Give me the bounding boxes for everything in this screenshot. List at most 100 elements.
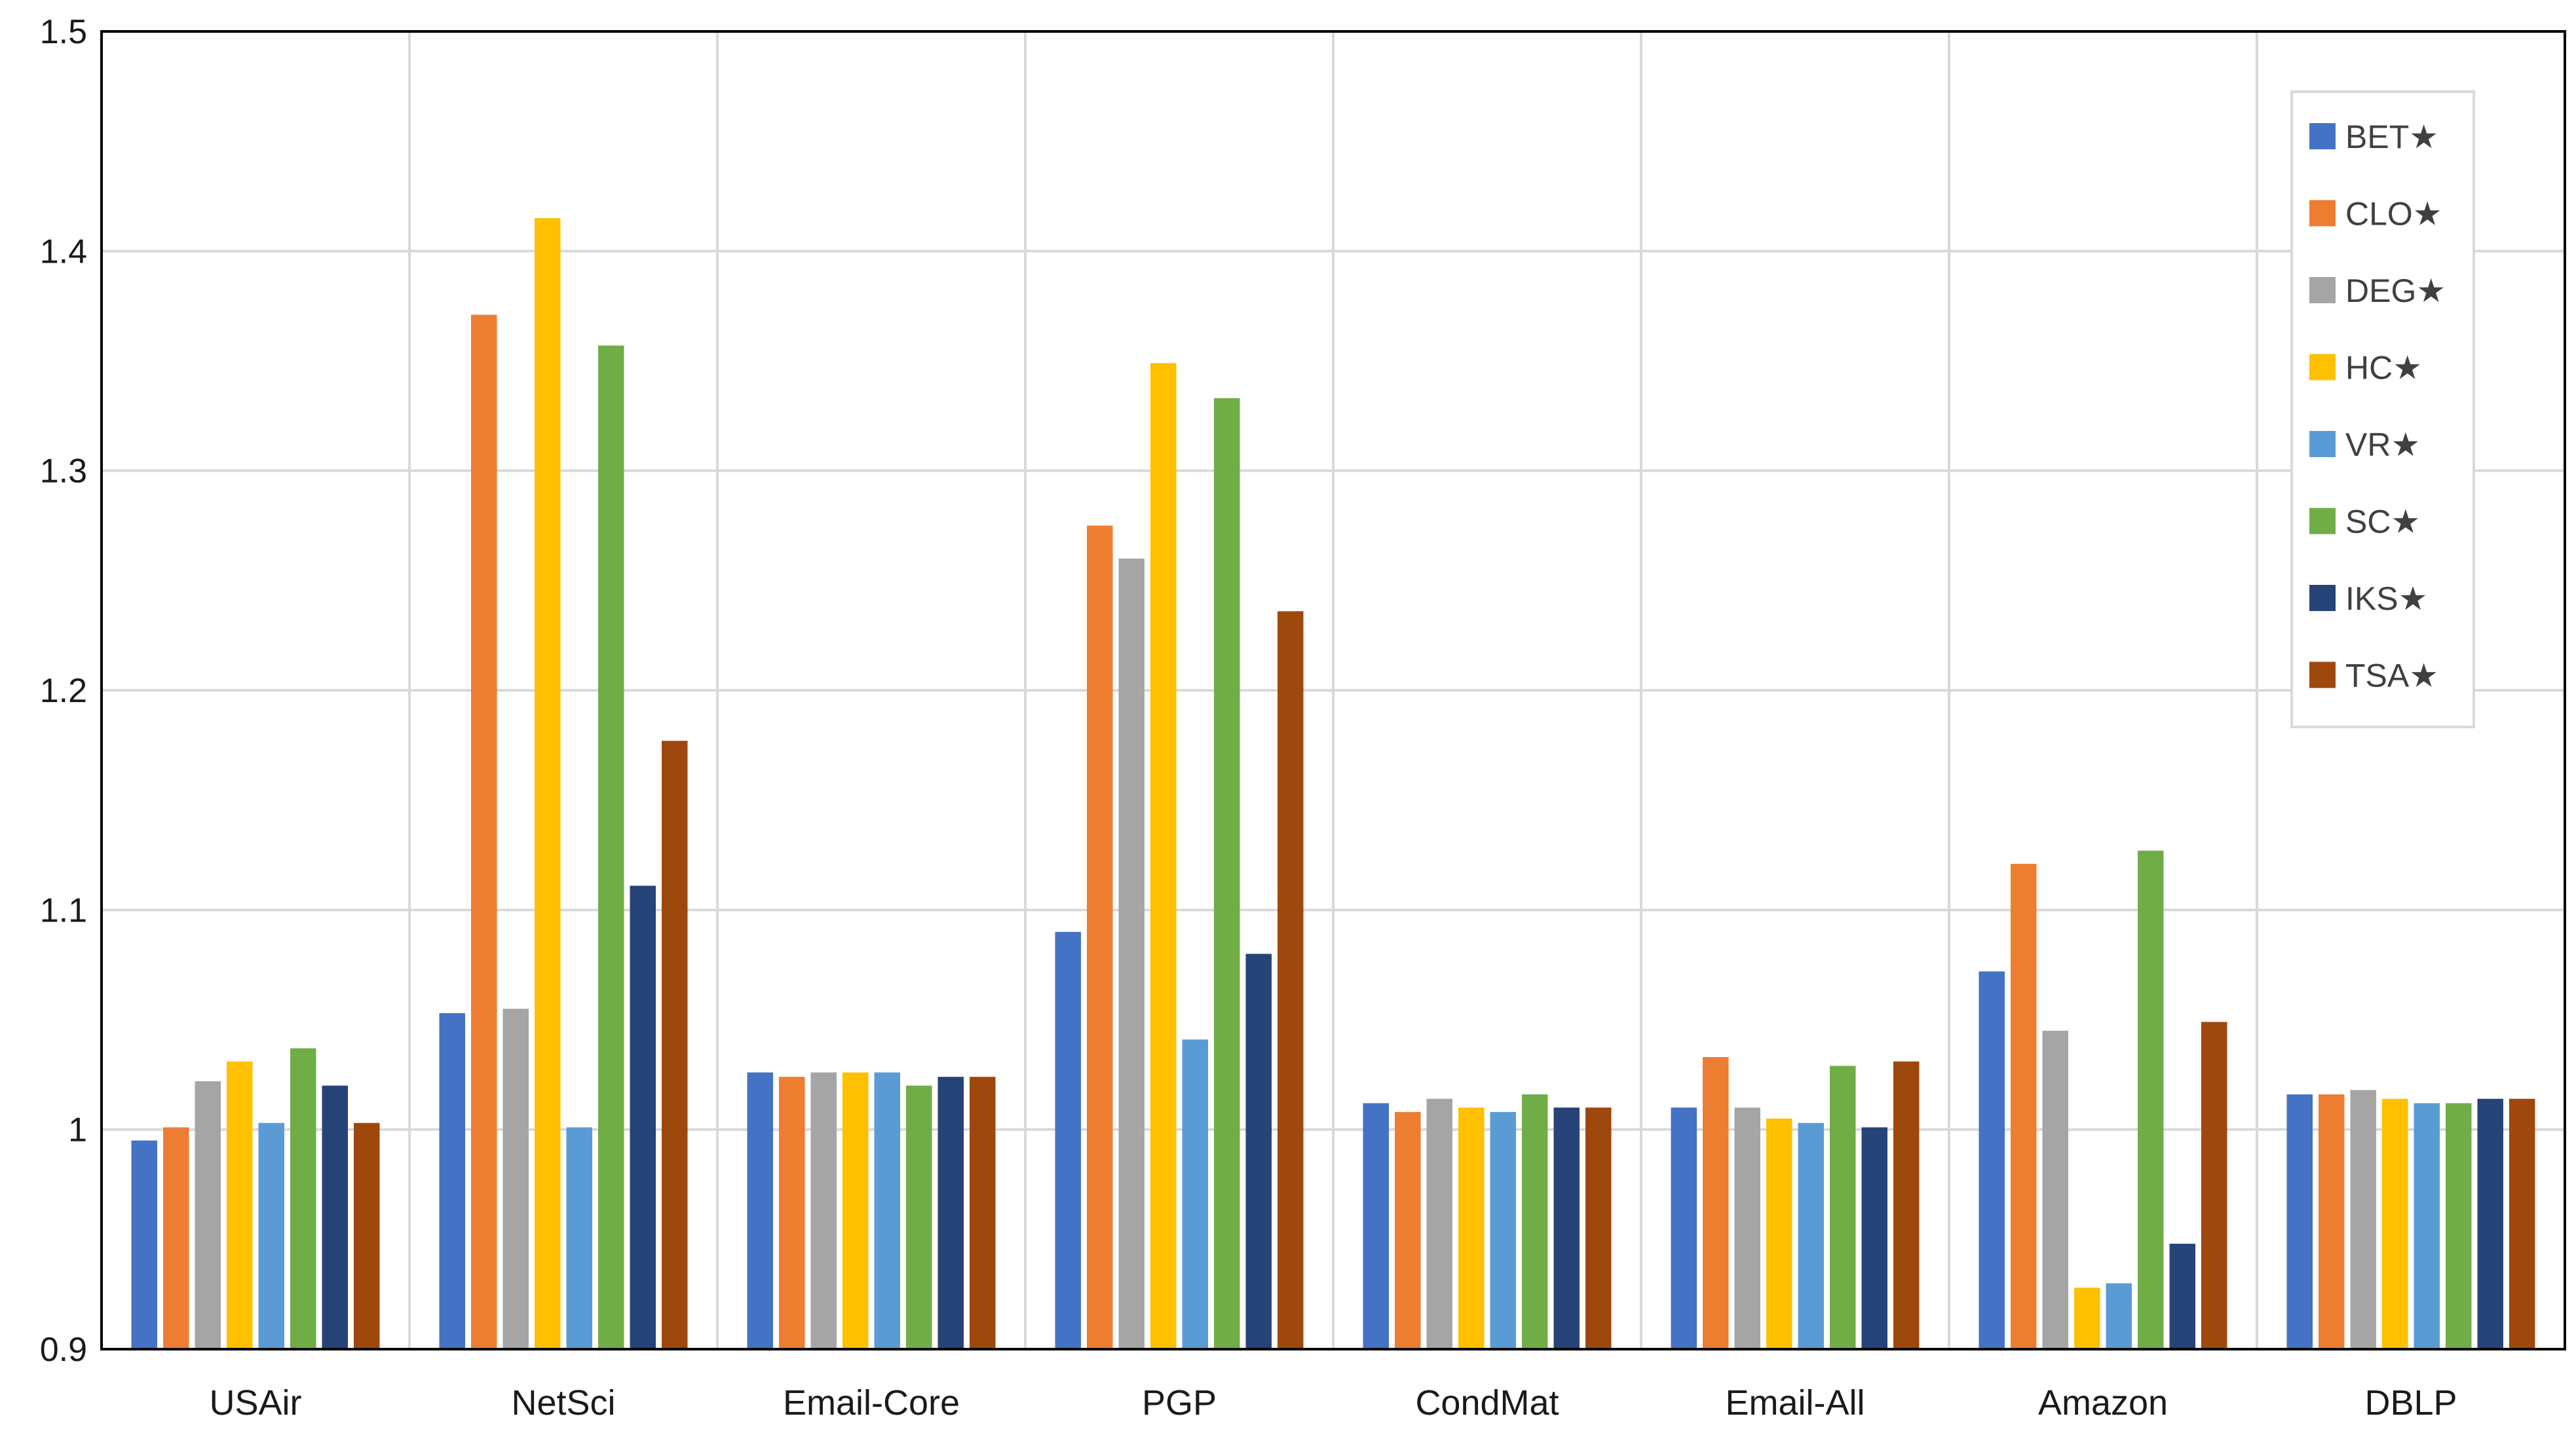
bar-sc-condmat	[1522, 1094, 1548, 1349]
legend-entry-label: SC★	[2345, 504, 2420, 540]
bar-tsa-email-core	[970, 1077, 996, 1349]
bar-clo-condmat	[1395, 1111, 1421, 1349]
bar-vr-condmat	[1490, 1111, 1516, 1349]
bar-vr-usair	[258, 1123, 284, 1349]
bar-iks-amazon	[2169, 1244, 2195, 1349]
y-tick-label: 1.2	[40, 672, 87, 710]
bar-group-pgp	[1055, 363, 1304, 1350]
bar-deg-condmat	[1426, 1098, 1452, 1349]
bar-sc-amazon	[2138, 850, 2164, 1349]
y-tick-label: 0.9	[40, 1331, 87, 1369]
bar-group-amazon	[1979, 850, 2227, 1349]
legend-swatch	[2309, 431, 2336, 457]
legend-swatch	[2309, 585, 2336, 611]
legend-entry-label: IKS★	[2345, 580, 2427, 617]
bar-tsa-usair	[354, 1123, 380, 1349]
plot-area-border	[100, 30, 2566, 1350]
legend-entry-label: VR★	[2345, 426, 2420, 463]
bar-hc-email-core	[843, 1072, 869, 1349]
x-category-label: CondMat	[1415, 1383, 1559, 1423]
bar-hc-netsci	[535, 218, 561, 1349]
y-tick-label: 1.4	[40, 233, 87, 270]
bar-tsa-dblp	[2509, 1098, 2535, 1349]
x-category-label: NetSci	[511, 1383, 615, 1423]
bar-hc-amazon	[2074, 1288, 2100, 1349]
legend-swatch	[2309, 277, 2336, 303]
bar-bet-pgp	[1055, 931, 1081, 1349]
bar-bet-email-core	[747, 1072, 773, 1349]
bar-vr-pgp	[1182, 1039, 1208, 1349]
bar-clo-usair	[163, 1127, 189, 1349]
bar-bet-amazon	[1979, 971, 2005, 1349]
bar-deg-dblp	[2350, 1090, 2376, 1349]
bar-group-email-core	[747, 1072, 996, 1349]
bar-tsa-pgp	[1278, 611, 1304, 1349]
x-category-label: Amazon	[2038, 1383, 2168, 1423]
bar-hc-pgp	[1150, 363, 1177, 1350]
bar-group-dblp	[2286, 1090, 2535, 1349]
bar-deg-netsci	[502, 1009, 529, 1349]
bar-hc-dblp	[2382, 1098, 2408, 1349]
bar-clo-email-all	[1703, 1057, 1729, 1349]
x-category-label: PGP	[1142, 1383, 1217, 1423]
bar-vr-email-core	[874, 1072, 900, 1349]
bar-sc-usair	[290, 1048, 316, 1349]
bar-vr-amazon	[2106, 1283, 2132, 1349]
legend-entry-label: TSA★	[2345, 658, 2438, 694]
legend-box	[2290, 90, 2475, 728]
legend-swatch	[2309, 661, 2336, 688]
y-axis-tick-labels: 0.9 1 1.1 1.2 1.3 1.4 1.5	[40, 13, 87, 1369]
bar-bet-usair	[131, 1140, 157, 1349]
bar-iks-dblp	[2477, 1098, 2503, 1349]
x-category-label: USAir	[209, 1383, 301, 1423]
legend-swatch	[2309, 508, 2336, 534]
bar-vr-netsci	[566, 1127, 592, 1349]
bar-deg-email-core	[810, 1072, 837, 1349]
bar-bet-netsci	[439, 1013, 465, 1349]
bar-bet-dblp	[2286, 1094, 2313, 1349]
bar-bet-email-all	[1671, 1107, 1697, 1349]
bar-clo-pgp	[1087, 525, 1113, 1349]
bar-sc-dblp	[2446, 1103, 2472, 1349]
bar-iks-usair	[322, 1085, 348, 1349]
legend: BET★ CLO★ DEG★ HC★ VR★ SC★ IKS★ TSA★	[2290, 90, 2475, 728]
bar-hc-condmat	[1458, 1107, 1485, 1349]
y-tick-label: 1	[68, 1111, 87, 1149]
bar-vr-dblp	[2414, 1103, 2440, 1349]
bar-deg-amazon	[2042, 1030, 2068, 1349]
bar-vr-email-all	[1798, 1123, 1824, 1349]
bar-deg-pgp	[1118, 558, 1145, 1349]
bar-hc-usair	[227, 1061, 253, 1349]
bar-tsa-amazon	[2201, 1022, 2227, 1349]
bar-clo-email-core	[779, 1077, 805, 1349]
legend-swatch	[2309, 354, 2336, 381]
y-tick-label: 1.3	[40, 453, 87, 491]
legend-swatch	[2309, 200, 2336, 227]
bar-tsa-netsci	[662, 741, 688, 1349]
bar-iks-condmat	[1553, 1107, 1580, 1349]
y-tick-label: 1.1	[40, 891, 87, 929]
x-axis-category-labels: USAir NetSci Email-Core PGP CondMat Email-All…	[209, 1383, 2457, 1423]
legend-entry-label: DEG★	[2345, 272, 2446, 309]
bars	[131, 218, 2535, 1350]
bar-group-condmat	[1363, 1094, 1612, 1349]
bar-clo-dblp	[2319, 1094, 2345, 1349]
bar-iks-email-core	[938, 1077, 964, 1349]
bar-sc-email-core	[906, 1085, 932, 1349]
y-tick-label: 1.5	[40, 13, 87, 51]
bar-tsa-condmat	[1585, 1107, 1612, 1349]
bar-iks-netsci	[630, 885, 656, 1349]
bar-iks-email-all	[1861, 1127, 1887, 1349]
bar-deg-email-all	[1734, 1107, 1760, 1349]
bar-bet-condmat	[1363, 1103, 1389, 1349]
legend-entry-label: BET★	[2345, 119, 2438, 155]
bar-sc-netsci	[598, 345, 624, 1350]
x-category-label: DBLP	[2364, 1383, 2457, 1423]
legend-entry-label: CLO★	[2345, 196, 2442, 233]
bar-group-netsci	[439, 218, 688, 1350]
legend-swatch	[2309, 123, 2336, 149]
bar-iks-pgp	[1245, 954, 1272, 1349]
x-category-label: Email-Core	[783, 1383, 960, 1423]
